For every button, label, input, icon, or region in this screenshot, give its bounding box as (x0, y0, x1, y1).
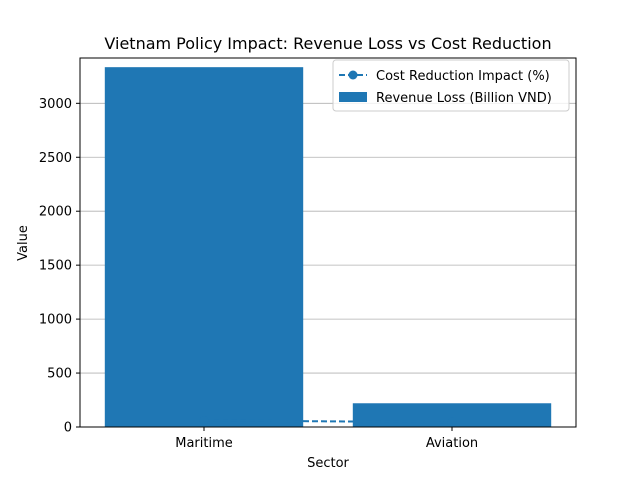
x-axis-ticks: Maritime Aviation (175, 427, 478, 451)
bar-maritime (104, 67, 304, 427)
cost-reduction-point-maritime (199, 416, 209, 426)
y-axis-label: Value (16, 225, 31, 261)
legend-bar-swatch (339, 92, 367, 102)
legend: Cost Reduction Impact (%) Revenue Loss (… (332, 59, 570, 112)
y-tick-label-4: 2000 (39, 205, 72, 220)
x-axis-label: Sector (307, 456, 349, 471)
y-tick-label-6: 3000 (39, 97, 72, 112)
legend-line-marker (348, 70, 358, 80)
y-tick-label-5: 2500 (39, 151, 72, 166)
cost-reduction-line (203, 419, 453, 424)
y-tick-label-1: 500 (47, 367, 72, 382)
y-tick-label-2: 1000 (39, 313, 72, 328)
legend-label-revenue-loss: Revenue Loss (Billion VND) (376, 91, 552, 106)
bar-series (104, 67, 552, 427)
legend-frame (332, 59, 570, 112)
x-tick-label-maritime: Maritime (175, 436, 233, 451)
x-tick-label-aviation: Aviation (426, 436, 478, 451)
plot-area-frame (79, 57, 577, 428)
line-series (199, 416, 457, 427)
y-axis-ticks: 0 500 1000 1500 2000 2500 3000 (39, 97, 80, 436)
legend-label-cost-reduction: Cost Reduction Impact (%) (376, 69, 550, 84)
cost-reduction-point-aviation (447, 417, 457, 427)
y-tick-label-0: 0 (64, 421, 72, 436)
chart-title: Vietnam Policy Impact: Revenue Loss vs C… (104, 34, 551, 53)
y-tick-label-3: 1500 (39, 259, 72, 274)
